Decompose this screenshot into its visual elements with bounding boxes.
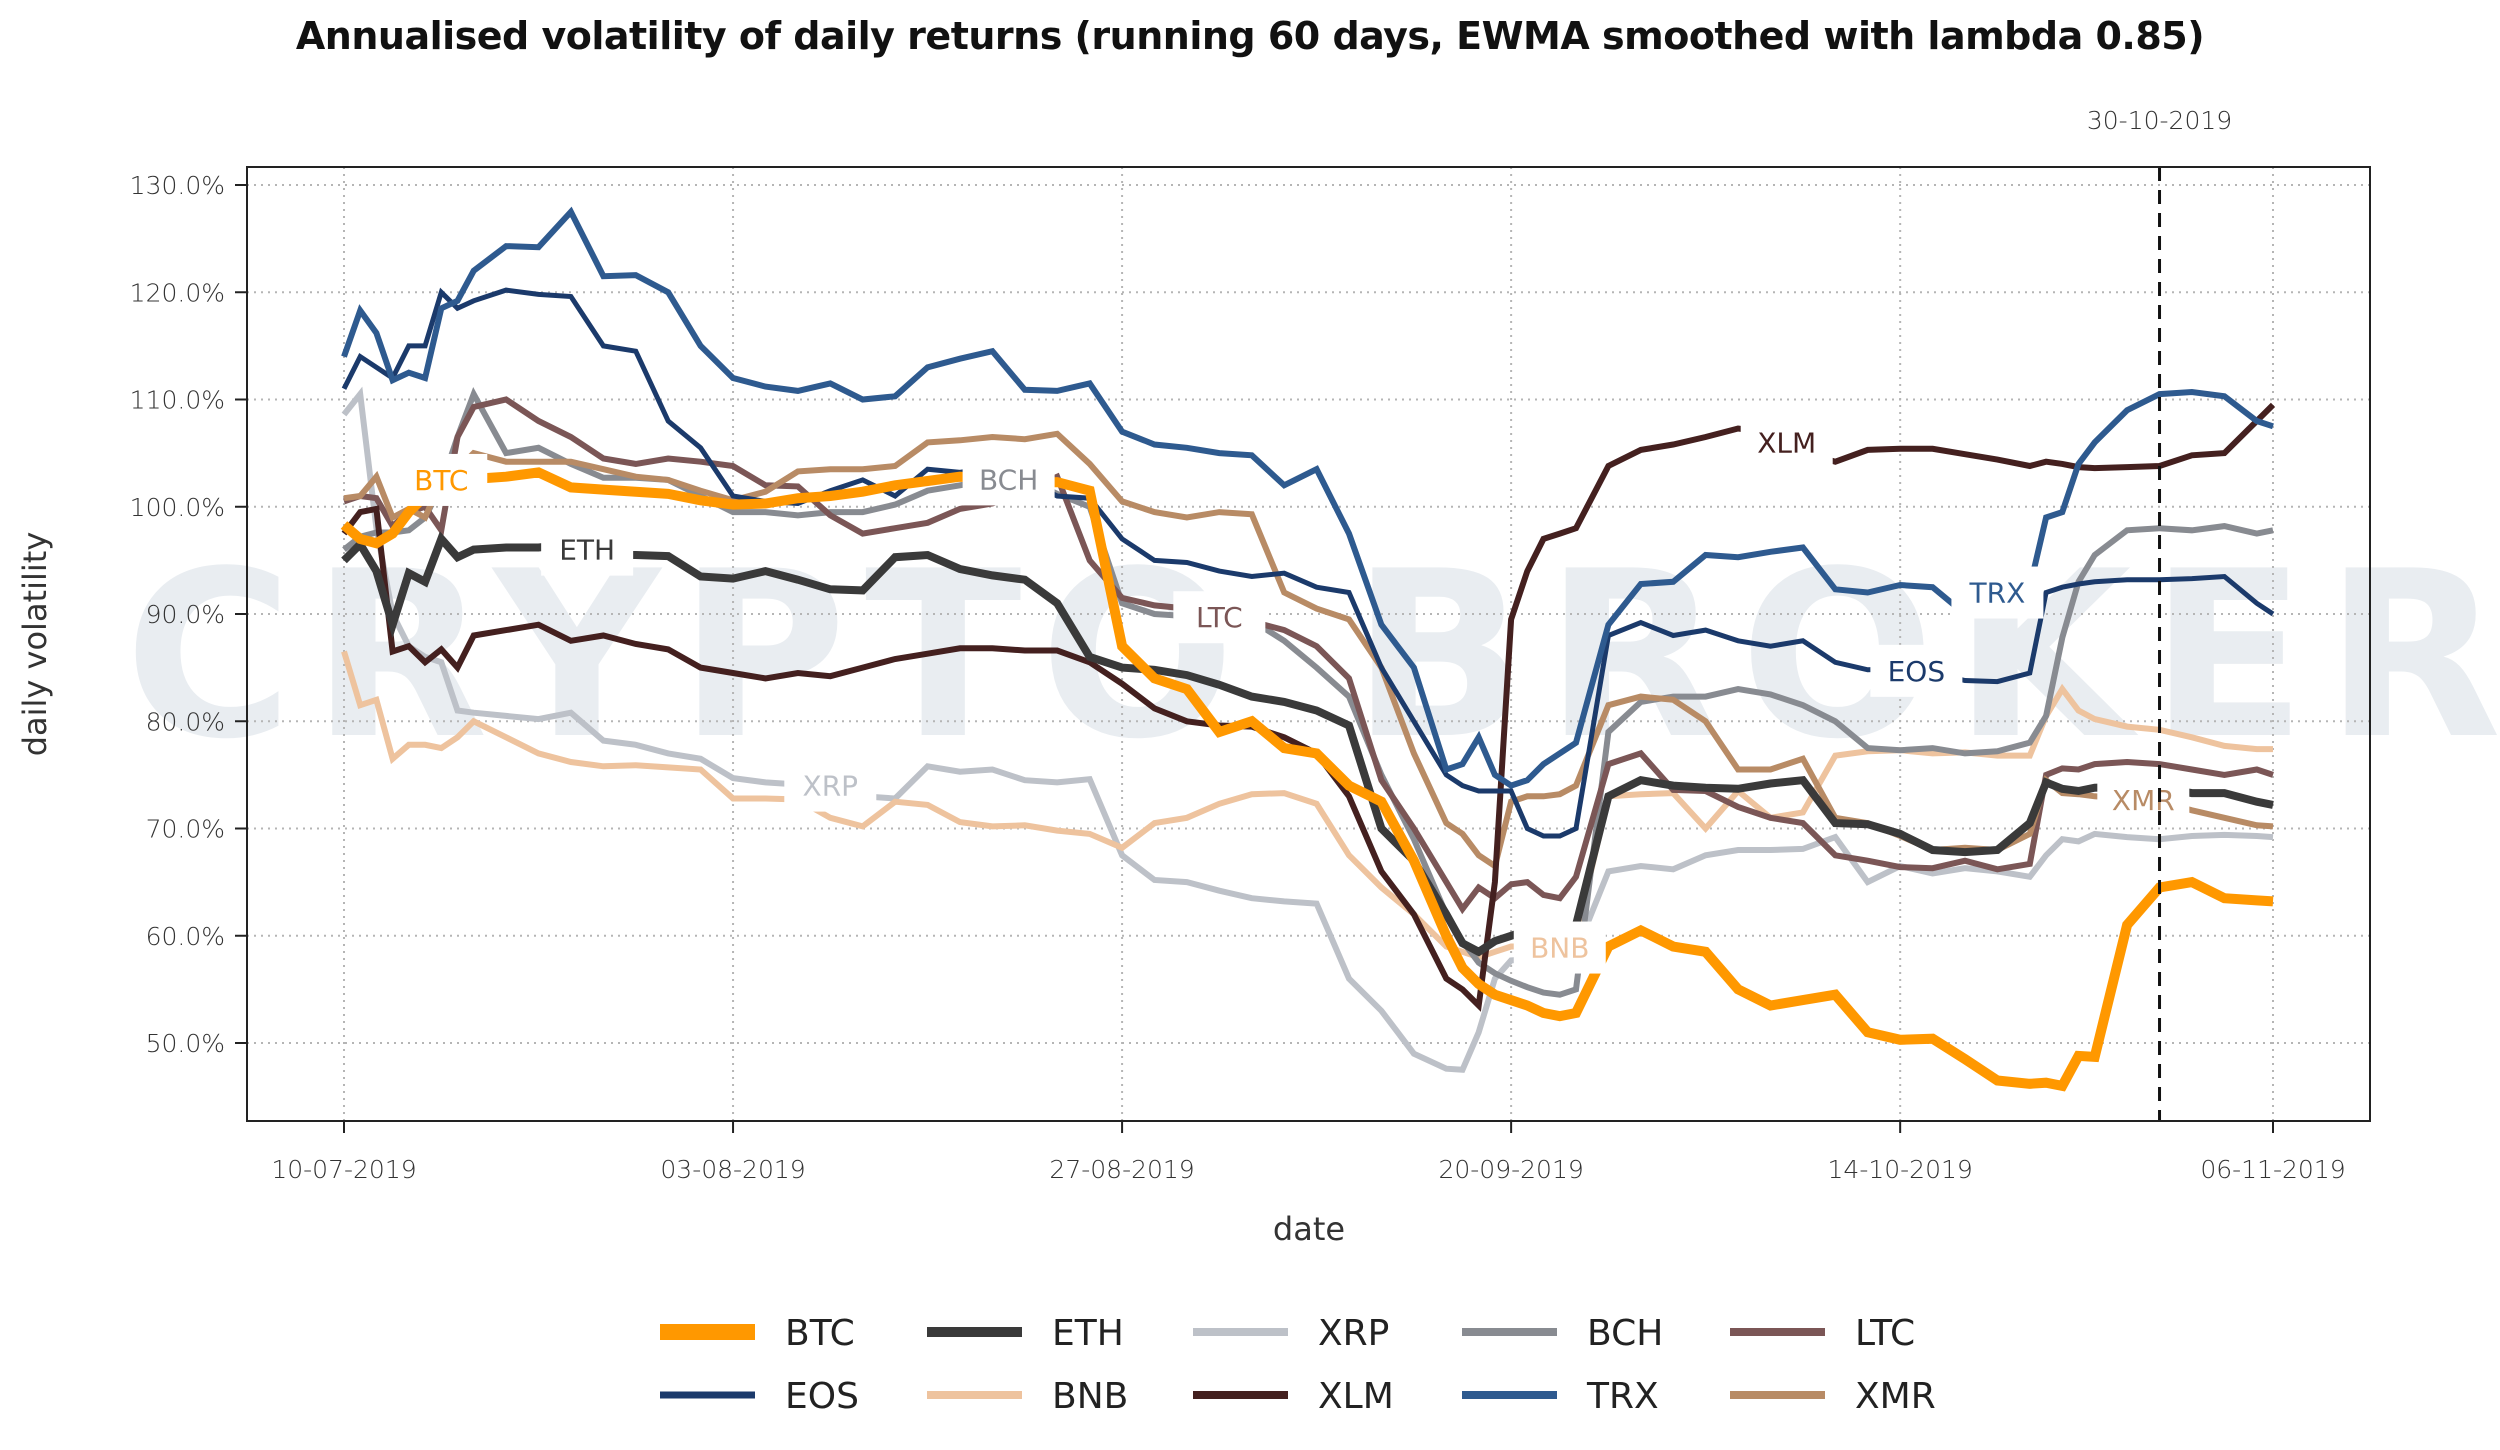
legend-label: BNB [1052,1376,1128,1417]
series-line-eos [341,287,2275,839]
series-label-ltc: LTC [1173,591,1266,644]
y-axis: 50.0% 60.0% 70.0% 80.0% 90.0% 100.0% 110.0% 120… [130,171,247,1058]
x-tick-label: 20-09-2019 [1438,1155,1583,1184]
label-background [962,453,1055,506]
label-background [1173,591,1266,644]
legend-item-bch: BCH [1462,1313,1663,1354]
series-label-xlm: XLM [1740,416,1833,469]
label-background [1870,644,1963,697]
label-background [1951,566,2044,619]
legend-label: BCH [1587,1313,1663,1354]
x-tick-label: 06-11-2019 [2200,1155,2345,1184]
series-labels: BTC ETH XRP BCH LTC EOS BNB XLM TRX XMR [395,416,2190,974]
y-tick-label: 70.0% [146,815,225,844]
y-tick-label: 120.0% [130,278,225,307]
series-label-bnb: BNB [1513,921,1606,974]
label-background [541,523,634,576]
legend-item-bnb: BNB [927,1376,1128,1417]
legend: BTC ETH XRP BCH LTC EOS BNB XLM TRX XMR [660,1313,1936,1417]
legend-item-btc: BTC [660,1313,855,1354]
legend-label: LTC [1855,1313,1915,1354]
legend-label: XRP [1318,1313,1389,1354]
y-tick-label: 90.0% [146,600,225,629]
vline-label: 30-10-2019 [2087,106,2232,135]
y-tick-label: 110.0% [130,386,225,415]
series-label-eos: EOS [1870,644,1963,697]
series-label-xmr: XMR [2097,774,2190,827]
series-line-xrp [341,386,2274,1073]
x-axis-title: date [1273,1210,1345,1248]
reference-line: 30-10-2019 [2087,106,2232,1121]
series-label-text: EOS [1888,655,1946,688]
legend-label: ETH [1052,1313,1124,1354]
x-tick-label: 14-10-2019 [1828,1155,1973,1184]
series-label-text: BCH [979,463,1038,496]
x-axis: 10-07-2019 03-08-2019 27-08-2019 20-09-2019… [271,1121,2346,1184]
series-label-btc: BTC [395,453,488,506]
x-tick-label: 27-08-2019 [1049,1155,1194,1184]
label-background [2097,774,2190,827]
y-axis-title: daily volatility [16,532,54,757]
label-background [395,453,488,506]
x-tick-label: 03-08-2019 [660,1155,805,1184]
legend-item-eth: ETH [927,1313,1124,1354]
legend-item-xlm: XLM [1193,1376,1394,1417]
series-label-text: XMR [2112,784,2175,817]
series-label-text: TRX [1969,577,2026,610]
series-label-eth: ETH [541,523,634,576]
x-tick-label: 10-07-2019 [271,1155,416,1184]
legend-item-ltc: LTC [1730,1313,1915,1354]
series-label-text: ETH [559,534,615,567]
plot-frame [246,166,2371,1122]
y-tick-label: 80.0% [146,707,225,736]
legend-item-trx: TRX [1462,1376,1659,1417]
series-label-text: XLM [1757,426,1816,459]
legend-label: XLM [1318,1376,1394,1417]
chart-title: Annualised volatility of daily returns (… [295,14,2205,58]
series-label-text: BTC [414,464,468,497]
legend-label: TRX [1586,1376,1659,1417]
series-label-bch: BCH [962,453,1055,506]
series-line-bch [342,386,2274,998]
label-background [784,759,877,812]
series-line-xlm [341,402,2276,1012]
series-layer [340,206,2276,1092]
series-label-text: BNB [1530,932,1589,965]
series-label-xrp: XRP [784,759,877,812]
series-line-ltc [343,396,2274,915]
y-tick-label: 100.0% [130,493,225,522]
series-label-trx: TRX [1951,566,2044,619]
legend-label: BTC [785,1313,855,1354]
series-line-btc [340,467,2274,1092]
series-label-text: XRP [803,770,859,803]
legend-label: XMR [1855,1376,1936,1417]
legend-item-xmr: XMR [1730,1376,1936,1417]
series-label-text: LTC [1196,601,1243,634]
label-background [1740,416,1833,469]
y-tick-label: 60.0% [146,922,225,951]
legend-item-xrp: XRP [1193,1313,1389,1354]
label-background [1513,921,1606,974]
y-tick-label: 50.0% [146,1029,225,1058]
y-tick-label: 130.0% [130,171,225,200]
legend-item-eos: EOS [660,1376,859,1417]
legend-label: EOS [785,1376,859,1417]
